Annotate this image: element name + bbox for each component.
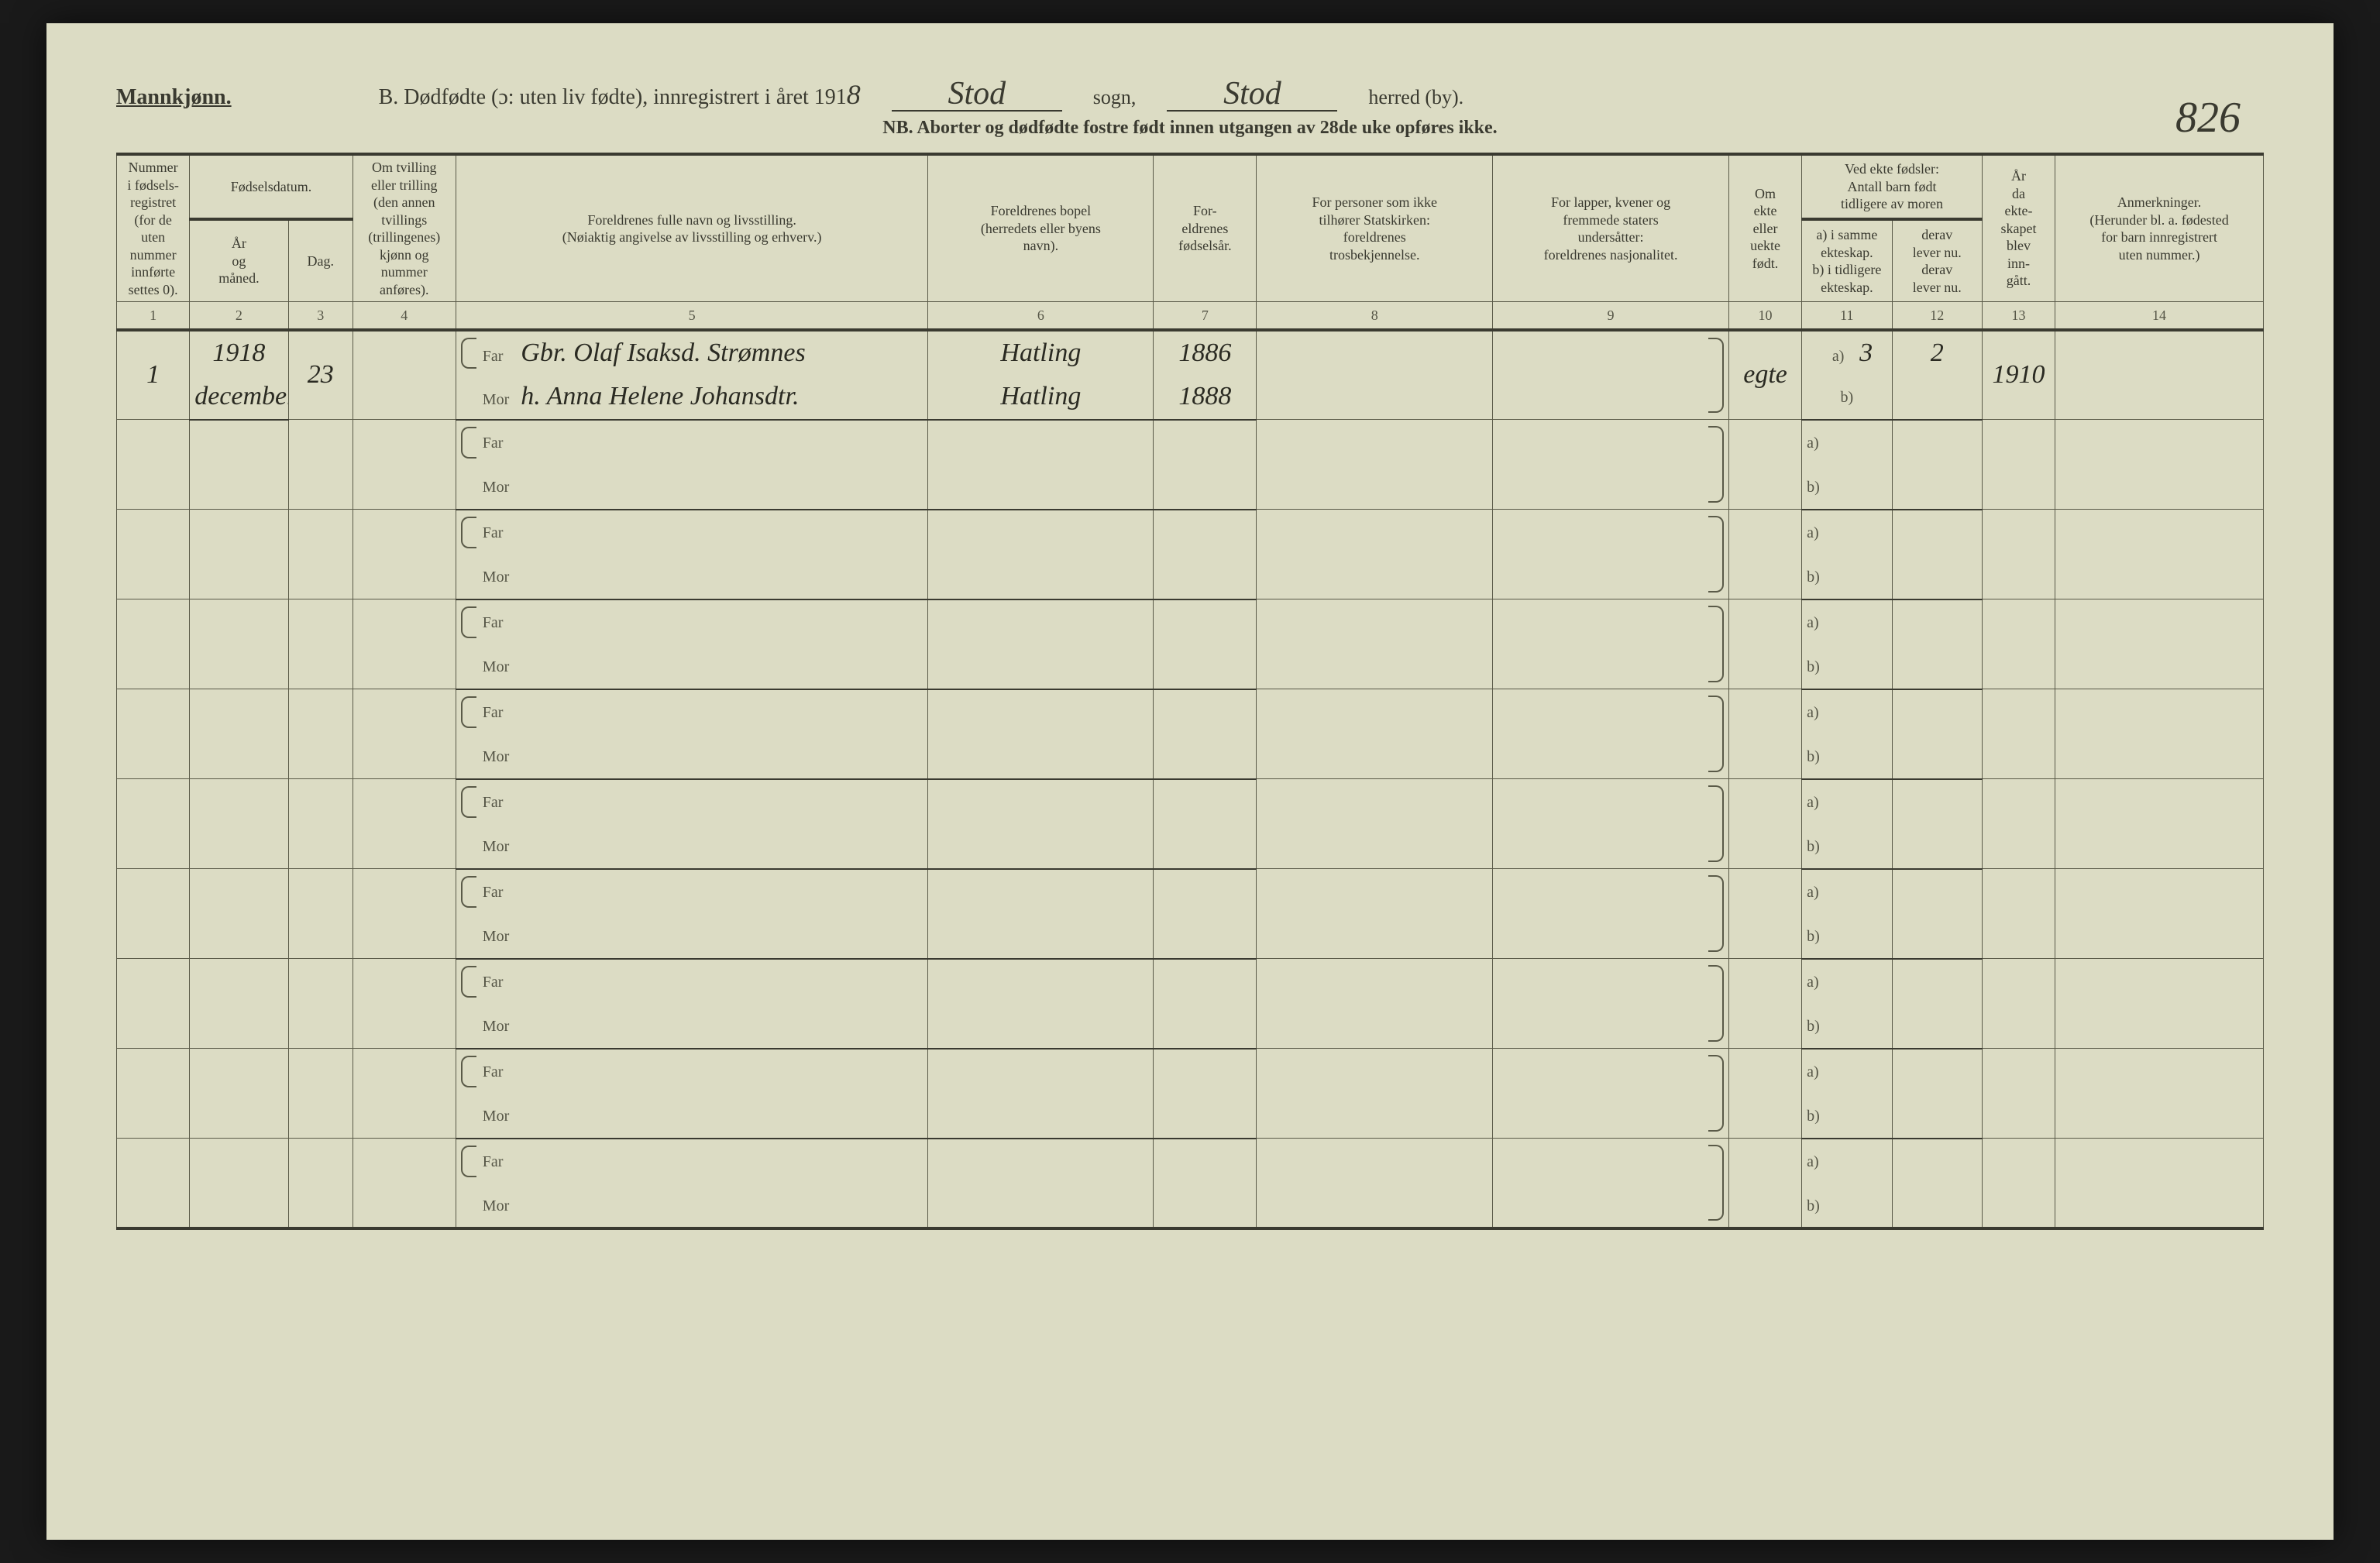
empty-far-row: Fara) — [117, 779, 2264, 824]
empty-far-row: Fara) — [117, 420, 2264, 465]
col-8-head: For personer som ikketilhører Statskirke… — [1257, 154, 1493, 302]
entry-day: 23 — [308, 360, 334, 389]
col-2-group-head: Fødselsdatum. — [190, 154, 353, 219]
col-7-head: For-eldrenesfødselsår. — [1154, 154, 1257, 302]
col-12-head: deravlever nu.deravlever nu. — [1892, 219, 1982, 301]
col-number-row: 1 2 3 4 5 6 7 8 9 10 11 12 13 14 — [117, 302, 2264, 330]
col-4-head: Om tvillingeller trilling(den annentvill… — [353, 154, 456, 302]
section-title: B. Dødfødte (ɔ: uten liv fødte), innregi… — [379, 78, 861, 111]
col-13-head: Årdaekte-skapetblevinn-gått. — [1982, 154, 2055, 302]
nb-note: NB. Aborter og dødfødte fostre født inne… — [116, 118, 2264, 139]
col-10-head: Omekteelleruektefødt. — [1728, 154, 1801, 302]
empty-far-row: Fara) — [117, 599, 2264, 644]
empty-far-row: Fara) — [117, 510, 2264, 555]
table-head: Nummeri fødsels-registret(for deutennumm… — [117, 154, 2264, 330]
mor-bopel: Hatling — [1000, 382, 1081, 411]
far-aar: 1886 — [1178, 338, 1231, 367]
entry-year: 1918 — [212, 338, 265, 367]
sogn-label: sogn, — [1093, 86, 1137, 109]
ledger-page: Mannkjønn. B. Dødfødte (ɔ: uten liv født… — [46, 23, 2334, 1540]
c12a: 2 — [1931, 338, 1944, 367]
empty-far-row: Fara) — [117, 1139, 2264, 1183]
entry-num: 1 — [146, 360, 160, 389]
col-1-head: Nummeri fødsels-registret(for deutennumm… — [117, 154, 190, 302]
entry-month: december — [194, 382, 288, 411]
sogn-field: Stod — [892, 77, 1062, 112]
header-row: Mannkjønn. B. Dødfødte (ɔ: uten liv født… — [116, 77, 2264, 112]
col-2-head: Årogmåned. — [190, 219, 288, 301]
mor-name: h. Anna Helene Johansdtr. — [521, 382, 799, 411]
table-body: 1 1918 23 Far Gbr. Olaf Isaksd. Strømnes… — [117, 330, 2264, 1228]
col-5-head: Foreldrenes fulle navn og livsstilling.(… — [456, 154, 928, 302]
entry-far-row: 1 1918 23 Far Gbr. Olaf Isaksd. Strømnes… — [117, 330, 2264, 375]
c11a: 3 — [1859, 338, 1873, 367]
page-number: 826 — [2175, 93, 2241, 143]
col-3-head: Dag. — [288, 219, 353, 301]
gender-heading: Mannkjønn. — [116, 85, 232, 110]
col-11-head: a) i sammeekteskap.b) i tidligereekteska… — [1802, 219, 1892, 301]
empty-far-row: Fara) — [117, 1049, 2264, 1094]
ledger-table: Nummeri fødsels-registret(for deutennumm… — [116, 153, 2264, 1230]
col-14-head: Anmerkninger.(Herunder bl. a. fødestedfo… — [2055, 154, 2264, 302]
far-bopel: Hatling — [1000, 338, 1081, 367]
col-11-group-head: Ved ekte fødsler:Antall barn fødttidlige… — [1802, 154, 1983, 219]
mor-aar: 1888 — [1178, 382, 1231, 411]
empty-far-row: Fara) — [117, 689, 2264, 734]
col-9-head: For lapper, kvener ogfremmede statersund… — [1493, 154, 1729, 302]
col-6-head: Foreldrenes bopel(herredets eller byensn… — [928, 154, 1154, 302]
herred-label: herred (by). — [1368, 86, 1463, 109]
far-name: Gbr. Olaf Isaksd. Strømnes — [521, 338, 805, 367]
herred-field: Stod — [1167, 77, 1337, 112]
ekte: egte — [1743, 360, 1787, 389]
c13: 1910 — [1993, 360, 2045, 389]
empty-far-row: Fara) — [117, 959, 2264, 1004]
empty-far-row: Fara) — [117, 869, 2264, 914]
